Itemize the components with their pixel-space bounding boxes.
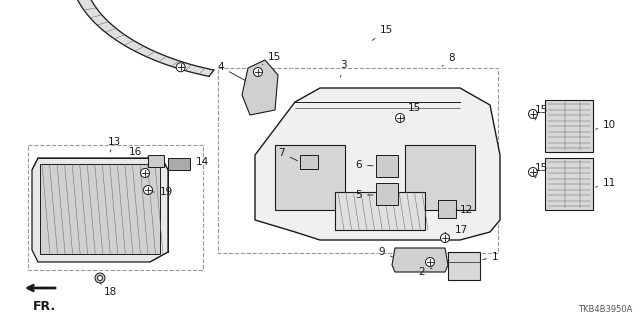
Text: 6: 6 [355,160,373,170]
Bar [376,183,398,205]
Circle shape [176,63,185,72]
Circle shape [529,167,538,176]
Text: 2: 2 [419,267,432,277]
Text: 5: 5 [355,190,373,200]
Circle shape [529,109,538,118]
Bar [545,158,593,210]
Bar [218,68,498,253]
Text: 8: 8 [442,53,454,66]
Text: 14: 14 [190,157,209,167]
Polygon shape [242,60,278,115]
Bar [335,192,425,230]
Text: 9: 9 [378,247,392,257]
Polygon shape [255,88,500,240]
Text: 15: 15 [535,105,548,120]
Circle shape [143,186,152,195]
Bar [168,158,190,170]
Text: 4: 4 [218,62,246,81]
Text: 15: 15 [372,25,393,41]
Text: 10: 10 [596,120,616,130]
Bar [448,252,480,280]
Bar [438,200,456,218]
Bar [40,164,160,254]
Bar [300,155,318,169]
Bar [148,155,164,167]
Text: 19: 19 [152,187,173,197]
Text: 11: 11 [596,178,616,188]
Bar [545,100,593,152]
Text: 15: 15 [403,103,421,118]
Circle shape [426,257,435,266]
Circle shape [141,168,150,177]
Polygon shape [32,158,168,262]
Polygon shape [392,248,448,272]
Text: 18: 18 [100,283,117,297]
Text: 15: 15 [262,52,281,64]
Text: 13: 13 [108,137,121,152]
Text: 17: 17 [449,225,468,235]
Text: 3: 3 [340,60,347,77]
Circle shape [253,68,262,77]
Text: 7: 7 [278,148,298,161]
Circle shape [97,276,102,280]
Circle shape [440,234,449,242]
Circle shape [95,273,105,283]
Bar [376,155,398,177]
Text: 1: 1 [483,252,499,262]
Text: 15: 15 [535,163,548,178]
Text: FR.: FR. [33,300,56,313]
Bar [405,145,475,210]
Text: 12: 12 [456,205,473,215]
Polygon shape [77,0,214,76]
Circle shape [396,114,404,122]
Text: 16: 16 [129,147,147,157]
Text: TKB4B3950A: TKB4B3950A [578,305,632,314]
Bar [275,145,345,210]
Bar [28,145,203,270]
